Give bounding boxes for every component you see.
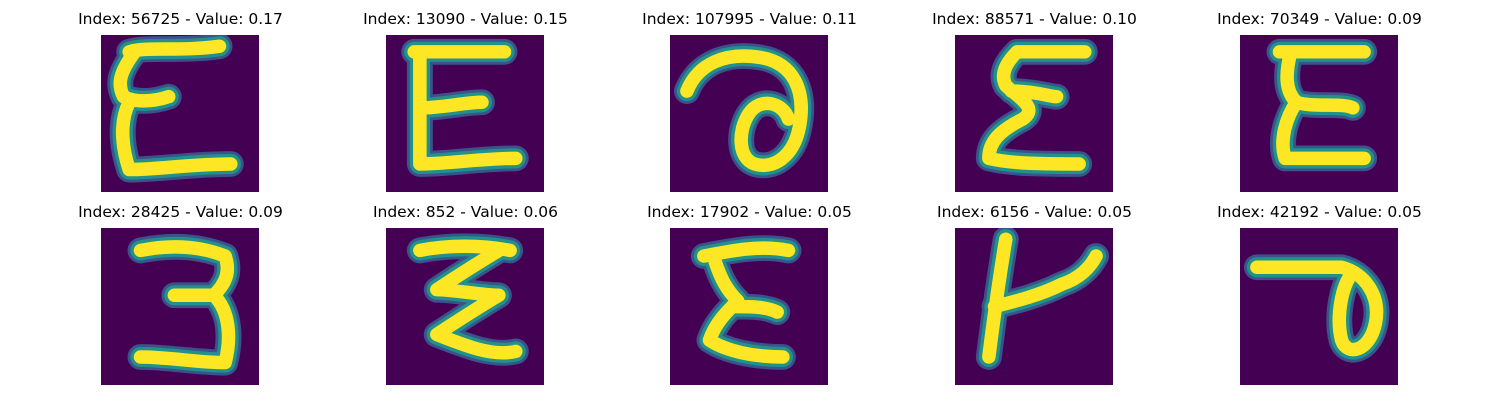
stroke-core <box>680 49 808 172</box>
digit-image-canvas <box>670 228 828 385</box>
stroke-core <box>1272 45 1371 166</box>
panel-title: Index: 70349 - Value: 0.09 <box>1217 10 1422 28</box>
digit-image-canvas <box>101 228 259 385</box>
panel-9: Index: 6156 - Value: 0.05 <box>892 203 1177 388</box>
panel-title: Index: 6156 - Value: 0.05 <box>937 203 1132 221</box>
panel-5: Index: 70349 - Value: 0.09 <box>1177 10 1462 195</box>
digit-image <box>955 35 1113 192</box>
digit-image <box>1240 228 1398 385</box>
stroke-core <box>1250 260 1384 357</box>
stroke-core <box>982 232 1103 364</box>
panel-title: Index: 13090 - Value: 0.15 <box>363 10 568 28</box>
stroke-core <box>413 239 523 360</box>
stroke-core <box>407 45 523 171</box>
digit-image-canvas <box>1240 228 1398 385</box>
stroke-core <box>113 39 238 177</box>
panel-10: Index: 42192 - Value: 0.05 <box>1177 203 1462 388</box>
digit-image <box>386 228 544 385</box>
digit-image <box>101 35 259 192</box>
stroke-core <box>133 240 236 370</box>
panel-4: Index: 88571 - Value: 0.10 <box>892 10 1177 195</box>
panel-title: Index: 88571 - Value: 0.10 <box>932 10 1137 28</box>
panel-7: Index: 852 - Value: 0.06 <box>323 203 608 388</box>
panel-6: Index: 28425 - Value: 0.09 <box>38 203 323 388</box>
panel-title: Index: 28425 - Value: 0.09 <box>78 203 283 221</box>
panel-title: Index: 56725 - Value: 0.17 <box>78 10 283 28</box>
stroke-core <box>697 241 796 364</box>
digit-image <box>670 228 828 385</box>
digit-image-canvas <box>386 35 544 192</box>
digit-image <box>101 228 259 385</box>
digit-image <box>670 35 828 192</box>
digit-image-canvas <box>101 35 259 192</box>
panel-title: Index: 17902 - Value: 0.05 <box>647 203 852 221</box>
panel-8: Index: 17902 - Value: 0.05 <box>607 203 892 388</box>
panel-1: Index: 56725 - Value: 0.17 <box>38 10 323 195</box>
panel-2: Index: 13090 - Value: 0.15 <box>323 10 608 195</box>
stroke-core <box>982 45 1092 171</box>
digit-image <box>1240 35 1398 192</box>
panel-title: Index: 42192 - Value: 0.05 <box>1217 203 1422 221</box>
digit-image-canvas <box>955 35 1113 192</box>
panel-3: Index: 107995 - Value: 0.11 <box>607 10 892 195</box>
digit-image <box>955 228 1113 385</box>
panel-title: Index: 852 - Value: 0.06 <box>372 203 559 221</box>
digit-image-canvas <box>386 228 544 385</box>
digit-image-canvas <box>670 35 828 192</box>
panel-title: Index: 107995 - Value: 0.11 <box>642 10 857 28</box>
digit-image-canvas <box>955 228 1113 385</box>
digit-image-canvas <box>1240 35 1398 192</box>
digit-image <box>386 35 544 192</box>
